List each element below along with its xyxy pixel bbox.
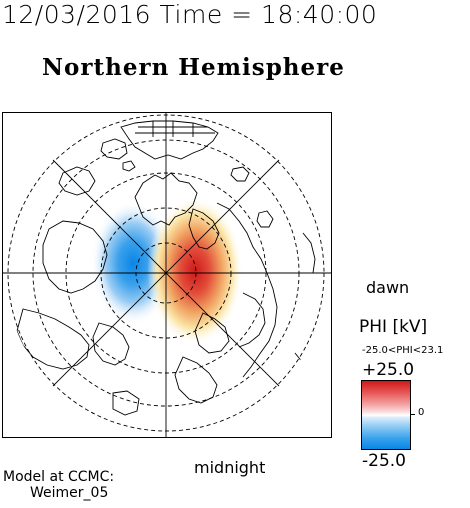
timestamp: 12/03/2016 Time = 18:40:00 (2, 0, 378, 29)
model-name: Weimer_05 (30, 485, 109, 501)
colorbar-max-label: +25.0 (362, 360, 415, 380)
positive-potential-cell (147, 197, 243, 345)
colorbar-title: PHI [kV] (359, 317, 428, 337)
colorbar (361, 380, 411, 450)
colorbar-range: -25.0<PHI<23.1 (362, 345, 444, 356)
midnight-label: midnight (194, 458, 266, 477)
colorbar-min-label: -25.0 (362, 451, 406, 471)
polar-map (2, 112, 332, 438)
dawn-label: dawn (366, 278, 410, 297)
hemisphere-title: Northern Hemisphere (42, 54, 345, 81)
meridian-lines (3, 113, 331, 437)
model-credit: Model at CCMC: (3, 469, 115, 485)
polar-map-svg (3, 113, 331, 437)
colorbar-zero-tick (410, 414, 415, 415)
colorbar-zero-label: 0 (418, 407, 425, 418)
